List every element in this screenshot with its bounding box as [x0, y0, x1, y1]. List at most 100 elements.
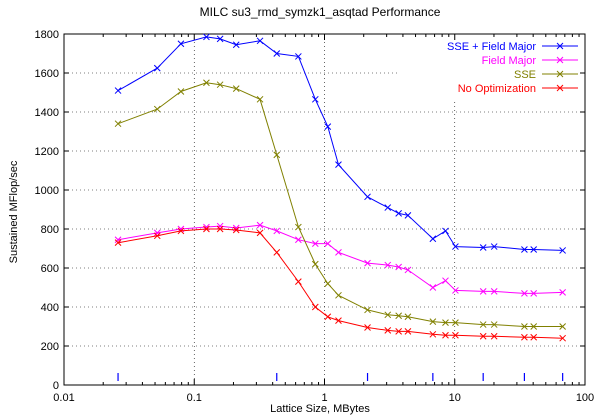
data-point-stroke: [273, 151, 281, 159]
data-point-stroke: [521, 323, 528, 330]
data-point: [216, 225, 224, 233]
data-point: [295, 278, 302, 286]
data-point: [442, 277, 449, 285]
data-point-stroke: [324, 280, 332, 287]
data-point-stroke: [324, 240, 332, 247]
legend-label: No Optimization: [458, 83, 536, 95]
data-point-stroke: [232, 85, 240, 92]
data-point-stroke: [364, 259, 371, 267]
data-point: [384, 327, 392, 334]
data-point-stroke: [479, 244, 487, 251]
data-point-stroke: [216, 81, 224, 89]
y-tick-label: 800: [41, 224, 59, 236]
data-point: [311, 303, 319, 311]
data-point-stroke: [521, 246, 528, 253]
data-point: [273, 249, 281, 256]
data-point-stroke: [490, 243, 498, 250]
data-point-stroke: [177, 40, 185, 48]
data-point: [273, 50, 281, 57]
data-point-stroke: [335, 317, 342, 325]
data-point-stroke: [395, 210, 403, 217]
data-point: [530, 289, 538, 297]
data-point-stroke: [384, 311, 392, 319]
data-point-stroke: [452, 319, 459, 326]
data-point: [256, 221, 264, 229]
series-line: [118, 228, 563, 339]
data-point-stroke: [521, 289, 528, 297]
data-point: [324, 313, 332, 321]
data-point-stroke: [114, 239, 122, 247]
data-point: [452, 287, 459, 294]
data-point-stroke: [395, 312, 403, 320]
data-point-stroke: [114, 236, 122, 244]
data-point: [479, 288, 487, 295]
data-point: [364, 259, 371, 267]
data-point: [452, 331, 459, 339]
data-point: [452, 319, 459, 326]
data-point-stroke: [273, 227, 281, 235]
data-point-stroke: [479, 332, 487, 340]
data-point: [273, 227, 281, 235]
data-point: [203, 79, 210, 87]
data-point: [114, 87, 122, 94]
data-point: [335, 291, 342, 299]
data-point-stroke: [153, 105, 161, 113]
legend-item: No Optimization: [458, 83, 578, 95]
data-point-stroke: [364, 193, 371, 201]
data-point: [216, 222, 224, 230]
data-point-stroke: [530, 289, 538, 297]
data-point-stroke: [559, 334, 567, 342]
series-2: [114, 79, 567, 330]
data-point: [404, 266, 412, 274]
data-point-stroke: [530, 323, 538, 330]
data-point-stroke: [256, 229, 264, 237]
data-point-stroke: [311, 303, 319, 311]
data-point-stroke: [384, 204, 392, 211]
data-point-stroke: [479, 321, 487, 328]
legend-item: SSE: [514, 69, 578, 81]
data-point-stroke: [384, 261, 392, 269]
data-point: [559, 334, 567, 342]
data-point: [521, 333, 528, 341]
data-point: [364, 193, 371, 201]
data-point: [490, 321, 498, 328]
data-point: [530, 246, 538, 253]
y-tick-label: 600: [41, 263, 59, 275]
data-point-stroke: [203, 33, 210, 41]
data-point-stroke: [559, 289, 567, 296]
data-point-stroke: [153, 232, 161, 240]
data-point: [479, 244, 487, 251]
legend-marker: [556, 42, 564, 50]
data-point: [490, 288, 498, 295]
data-point: [232, 226, 240, 234]
data-point-stroke: [335, 161, 342, 169]
data-point: [452, 243, 459, 250]
data-point-stroke: [232, 226, 240, 234]
data-point: [153, 105, 161, 113]
data-point: [429, 318, 437, 325]
data-point: [521, 289, 528, 297]
data-point-stroke: [384, 327, 392, 334]
y-tick-label: 400: [41, 302, 59, 314]
data-point: [490, 243, 498, 250]
data-point: [153, 232, 161, 240]
axis-ticks: 0 200 400 600 800 1000 1200 1400 1600 1800 0.01 0.1…: [35, 29, 595, 404]
data-point-stroke: [203, 225, 210, 233]
series-layer: [114, 33, 567, 342]
data-point-stroke: [335, 249, 342, 256]
data-point-stroke: [256, 221, 264, 229]
series-0: [114, 33, 567, 254]
data-point-stroke: [404, 211, 412, 219]
data-point-stroke: [490, 332, 498, 340]
data-point: [311, 260, 319, 268]
data-point-stroke: [216, 35, 224, 43]
data-point-stroke: [232, 41, 240, 49]
data-point-stroke: [452, 287, 459, 294]
data-point: [530, 323, 538, 330]
y-tick-label: 0: [53, 380, 59, 392]
data-point: [442, 319, 449, 326]
data-point: [559, 289, 567, 296]
data-point-stroke: [153, 64, 161, 72]
data-point: [335, 161, 342, 169]
